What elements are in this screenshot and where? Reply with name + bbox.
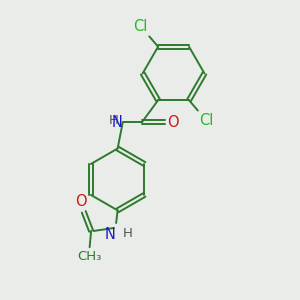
Text: Cl: Cl: [134, 19, 148, 34]
Text: O: O: [76, 194, 87, 209]
Text: Cl: Cl: [199, 113, 214, 128]
Text: CH₃: CH₃: [77, 250, 102, 263]
Text: O: O: [167, 115, 179, 130]
Text: N: N: [105, 227, 116, 242]
Text: H: H: [123, 226, 133, 240]
Text: H: H: [109, 114, 118, 127]
Text: N: N: [111, 115, 122, 130]
